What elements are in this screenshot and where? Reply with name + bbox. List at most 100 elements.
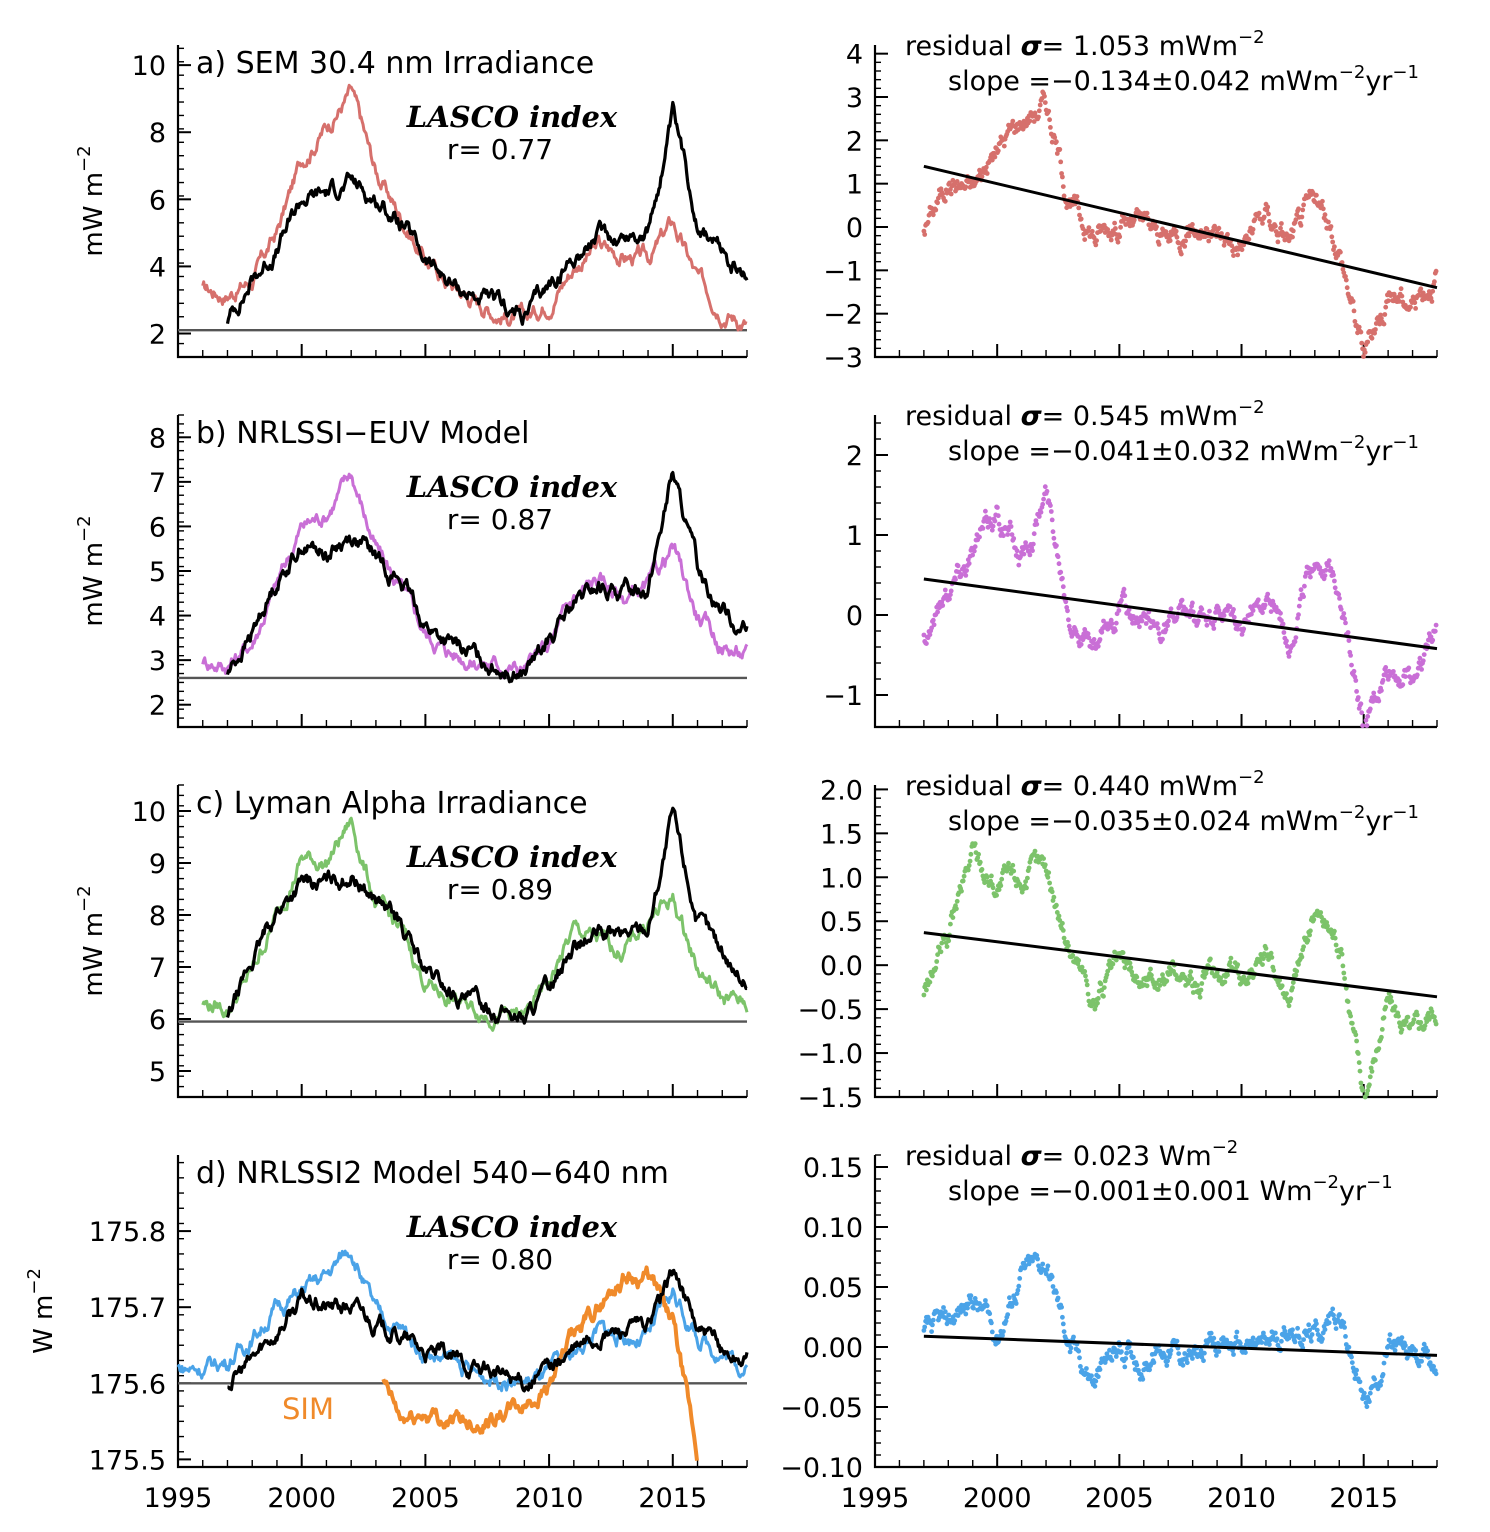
residual-point [1350,1365,1356,1371]
residual-point [1031,119,1037,124]
residual-point [1056,561,1062,567]
residual-point [1343,274,1348,279]
x-tick-label: 2010 [515,1483,584,1514]
residual-point [959,888,964,894]
y-tick-label: 10 [132,797,166,828]
residual-point [1004,868,1010,874]
sigma-symbol: σ [1021,31,1043,62]
residual-point [987,516,993,522]
residual-point [971,548,977,554]
residual-point [1263,946,1269,951]
residual-point [1421,1341,1427,1347]
residual-point [1031,531,1037,537]
y-tick-label: −0.10 [780,1453,863,1484]
residual-point [1346,1344,1352,1350]
residual-point [1025,544,1030,549]
x-tick-label: 1995 [841,1483,910,1514]
sigma-prefix: residual [905,1141,1021,1172]
slope-sup1: −2 [1339,62,1366,83]
residual-point [1076,1348,1082,1354]
sigma-sup: −2 [1238,767,1265,788]
y-axis-label-text: mW m [79,172,109,257]
residual-point [1063,599,1069,605]
x-tick-label: 2005 [1085,1483,1154,1514]
residual-point [1005,532,1011,537]
residual-point [1284,991,1289,996]
residual-point [1163,627,1169,633]
residual-point [1157,983,1163,988]
residual-point [1059,1304,1064,1310]
residual-point [1001,143,1007,149]
residual-point [1068,1345,1074,1351]
residual-point [1332,585,1338,591]
residual-point [1314,192,1319,198]
residual-point [1077,1355,1082,1361]
residual-point [1290,1327,1295,1333]
residual-point [1036,514,1042,519]
residual-point [1268,609,1274,614]
residual-point [1077,212,1082,218]
residual-point [1166,618,1171,624]
residual-point [999,876,1005,882]
residual-point [990,885,996,891]
residual-point [1118,224,1123,230]
residual-point [1338,946,1344,952]
residual-point [1183,238,1188,244]
residual-point [1381,1015,1387,1021]
residual-point [1414,672,1420,678]
residual-point [1309,1332,1315,1337]
residual-point [940,191,946,197]
residual-point [1433,622,1439,628]
residual-point [1278,225,1283,231]
residual-point [1095,1374,1101,1380]
residual-point [1211,1335,1217,1341]
residual-point [1227,960,1233,965]
residual-point [1337,1312,1342,1317]
residual-point [1167,238,1173,244]
residual-point [1354,689,1359,694]
residual-point [1265,591,1271,597]
residual-point [1164,1363,1170,1368]
x-tick-label: 2015 [638,1483,707,1514]
residual-point [1000,1333,1005,1338]
y-tick-label: 5 [149,1057,166,1088]
residual-point [1139,618,1145,624]
sigma-prefix: residual [905,401,1021,432]
residual-point [1346,638,1352,643]
residual-point [950,177,956,183]
residual-point [1230,1348,1235,1353]
residual-point [977,1301,982,1306]
slope-sup1: −2 [1339,802,1366,823]
residual-point [929,1329,934,1334]
y-tick-label: 0 [846,213,863,244]
residual-sigma-label: residual σ= 0.023 Wm−2 [905,1137,1238,1172]
residual-point [1298,223,1304,228]
residual-point [930,212,936,218]
residual-point [1261,214,1267,220]
residual-point [1340,963,1346,969]
residual-point [1047,117,1052,123]
residual-point [1126,1344,1132,1350]
residual-point [1165,1358,1170,1364]
residual-point [1131,1354,1136,1360]
residual-point [1250,608,1256,613]
residual-point [1330,239,1336,245]
residual-slope-label: slope =−0.001±0.001 Wm−2yr−1 [948,1172,1393,1207]
y-axis-label-sup: −2 [74,145,95,172]
residual-point [1339,951,1345,957]
slope-sup2: −1 [1366,1172,1393,1193]
y-tick-label: 2 [149,320,166,351]
lasco-index-label: LASCO index [406,840,618,874]
residual-sigma-label: residual σ= 1.053 mWm−2 [905,27,1265,62]
residual-point [1364,1404,1370,1410]
residual-point [1155,626,1161,631]
residual-point [1419,667,1424,672]
residual-point [1108,237,1114,243]
residual-point [1206,238,1212,244]
residual-point [1387,1332,1393,1337]
residual-point [1433,1371,1439,1377]
residual-point [1279,221,1284,226]
residual-point [1144,983,1150,989]
residual-point [959,572,964,577]
residual-point [1097,637,1103,642]
